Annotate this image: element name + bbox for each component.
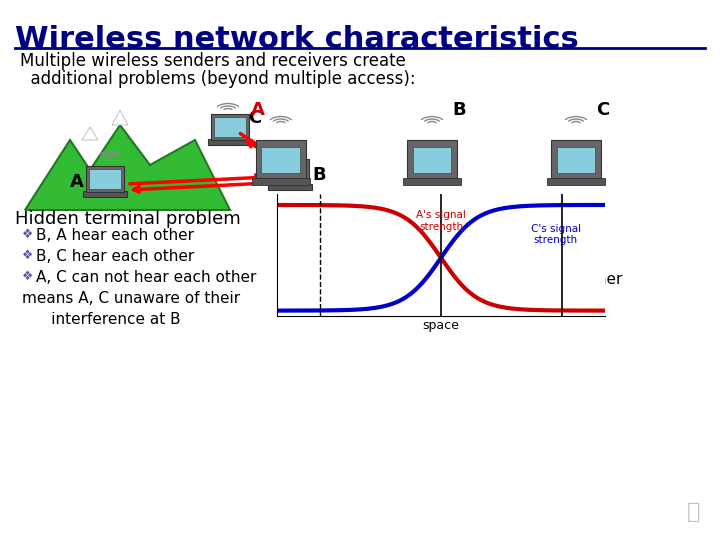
Text: means A, C unaware of their: means A, C unaware of their xyxy=(22,291,240,306)
Polygon shape xyxy=(112,110,128,125)
Text: interference at B: interference at B xyxy=(22,312,181,327)
Polygon shape xyxy=(82,127,98,140)
Bar xyxy=(208,139,252,145)
Text: Hidden terminal problem: Hidden terminal problem xyxy=(15,210,240,228)
Polygon shape xyxy=(25,125,230,210)
Text: A: A xyxy=(70,173,84,191)
Bar xyxy=(89,169,121,189)
Text: 🔈: 🔈 xyxy=(687,502,700,522)
Text: ❖: ❖ xyxy=(22,249,33,262)
Bar xyxy=(274,162,306,182)
Bar xyxy=(86,166,124,192)
Text: C: C xyxy=(248,109,261,127)
Text: interfering at B: interfering at B xyxy=(402,293,547,308)
Text: B, A hear each other: B, A hear each other xyxy=(402,230,560,245)
Bar xyxy=(83,191,127,197)
Text: additional problems (beyond multiple access):: additional problems (beyond multiple acc… xyxy=(20,70,415,88)
Text: A: A xyxy=(251,101,265,119)
X-axis label: space: space xyxy=(423,319,459,332)
Text: A, C can not hear each other: A, C can not hear each other xyxy=(36,270,256,285)
Bar xyxy=(271,159,309,185)
Text: ❖: ❖ xyxy=(388,251,400,264)
Text: C: C xyxy=(596,101,609,119)
Text: B, A hear each other: B, A hear each other xyxy=(36,228,194,243)
Text: Wireless network characteristics: Wireless network characteristics xyxy=(15,25,579,54)
Text: ❖: ❖ xyxy=(22,228,33,241)
Bar xyxy=(214,117,246,137)
Text: ❖: ❖ xyxy=(22,270,33,283)
Text: ❖: ❖ xyxy=(388,272,400,285)
Text: B, C hear each other: B, C hear each other xyxy=(402,251,560,266)
Text: ❖: ❖ xyxy=(388,230,400,243)
Text: B: B xyxy=(312,166,325,184)
Text: A, C can not hear each other: A, C can not hear each other xyxy=(402,272,622,287)
Text: A's signal
strength: A's signal strength xyxy=(416,210,466,232)
Text: B, C hear each other: B, C hear each other xyxy=(36,249,194,264)
Text: B: B xyxy=(452,101,466,119)
Bar xyxy=(268,184,312,190)
Bar xyxy=(211,114,249,140)
Text: Multiple wireless senders and receivers create: Multiple wireless senders and receivers … xyxy=(20,52,406,70)
Text: C's signal
strength: C's signal strength xyxy=(531,224,581,245)
Text: Signal attenuation:: Signal attenuation: xyxy=(380,210,565,229)
